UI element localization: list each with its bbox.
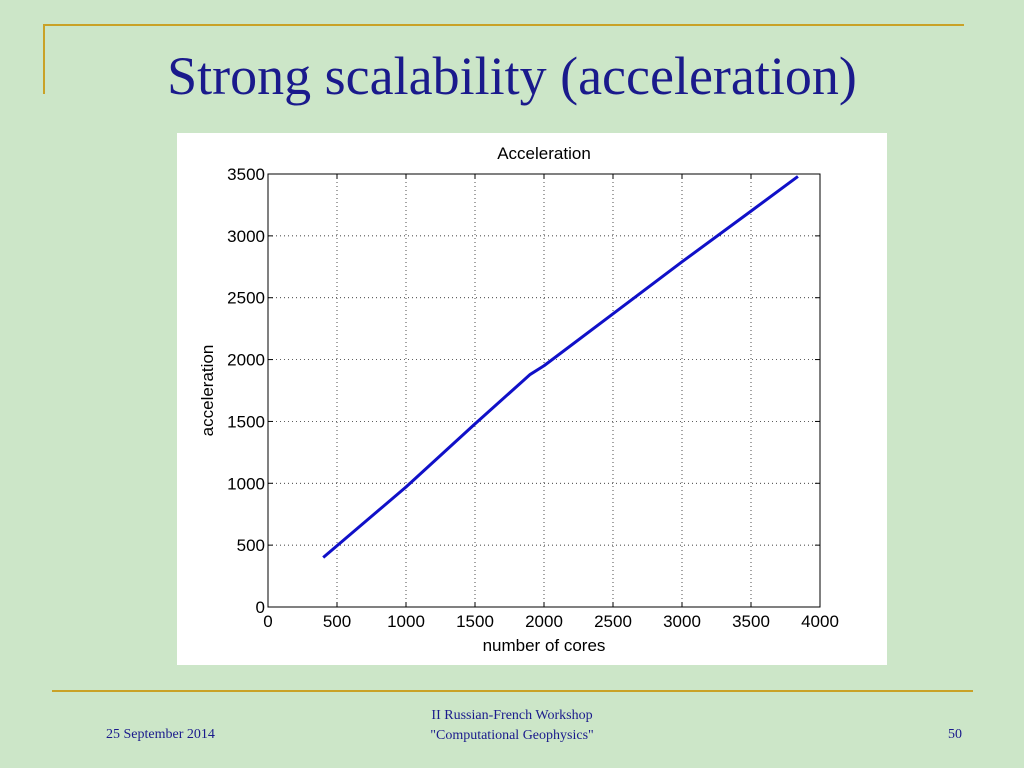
y-axis-label: acceleration <box>198 345 217 437</box>
y-tick-label: 3000 <box>227 227 265 246</box>
footer-workshop-line1: II Russian-French Workshop <box>431 708 593 723</box>
footer-date: 25 September 2014 <box>106 727 215 742</box>
y-tick-label: 1500 <box>227 412 265 431</box>
footer-accent-line <box>52 690 973 692</box>
y-tick-label: 0 <box>256 598 265 617</box>
x-tick-label: 500 <box>323 612 351 631</box>
left-accent-line <box>43 24 45 94</box>
y-tick-label: 1000 <box>227 474 265 493</box>
chart-panel: 0 500 1000 1500 2000 2500 3000 3500 4000 0 500 1000… <box>177 133 887 665</box>
slide-title: Strong scalability (acceleration) <box>167 46 857 106</box>
y-tick-label: 500 <box>237 536 265 555</box>
x-tick-label: 1000 <box>387 612 425 631</box>
x-tick-label: 2500 <box>594 612 632 631</box>
x-tick-label: 3000 <box>663 612 701 631</box>
chart-title: Acceleration <box>497 144 591 163</box>
series-line <box>322 175 799 559</box>
footer-workshop-line2: "Computational Geophysics" <box>430 728 594 743</box>
x-tick-label: 2000 <box>525 612 563 631</box>
y-tick-label: 3500 <box>227 165 265 184</box>
x-tick-label: 3500 <box>732 612 770 631</box>
y-tick-label: 2000 <box>227 351 265 370</box>
x-tick-label: 1500 <box>456 612 494 631</box>
x-tick-label: 4000 <box>801 612 839 631</box>
x-axis-label: number of cores <box>483 636 606 655</box>
x-tick-label: 0 <box>263 612 272 631</box>
top-accent-line <box>43 24 964 26</box>
page-number: 50 <box>948 727 962 742</box>
acceleration-chart: 0 500 1000 1500 2000 2500 3000 3500 4000 0 500 1000… <box>198 144 839 655</box>
y-tick-label: 2500 <box>227 289 265 308</box>
footer-workshop: II Russian-French Workshop "Computationa… <box>362 706 662 746</box>
